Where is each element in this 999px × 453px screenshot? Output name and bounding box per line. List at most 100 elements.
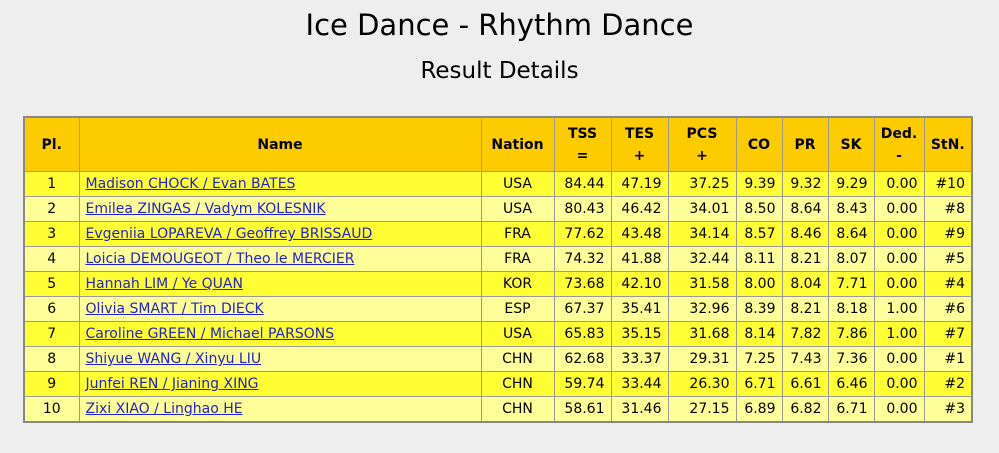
cell-co: 6.71: [735, 371, 783, 397]
skater-name-link[interactable]: Loicia DEMOUGEOT / Theo le MERCIER: [85, 251, 355, 267]
cell-name: Caroline GREEN / Michael PARSONS: [78, 321, 482, 347]
cell-name: Hannah LIM / Ye QUAN: [78, 271, 482, 297]
table-row: 2 Emilea ZINGAS / Vadym KOLESNIK USA 80.43 4…: [23, 196, 973, 222]
cell-deductions: 0.00: [873, 371, 925, 397]
cell-pcs: 37.25: [667, 171, 737, 197]
col-header-tss-operator: =: [576, 147, 589, 164]
cell-start-number: #9: [923, 221, 973, 247]
cell-deductions: 1.00: [873, 296, 925, 322]
cell-tss: 58.61: [553, 396, 612, 423]
results-table: Pl. Name Nation TSS = TES + PCS + CO PR …: [23, 116, 973, 423]
cell-pr: 8.21: [781, 246, 829, 272]
table-row: 3 Evgeniia LOPAREVA / Geoffrey BRISSAUD FR…: [23, 221, 973, 247]
cell-nation: KOR: [480, 271, 555, 297]
cell-sk: 7.86: [827, 321, 875, 347]
cell-pr: 8.64: [781, 196, 829, 222]
skater-name-link[interactable]: Caroline GREEN / Michael PARSONS: [85, 326, 335, 342]
skater-name-link[interactable]: Zixi XIAO / Linghao HE: [85, 401, 243, 417]
cell-tss: 65.83: [553, 321, 612, 347]
cell-pr: 7.43: [781, 346, 829, 372]
cell-tss: 73.68: [553, 271, 612, 297]
cell-start-number: #2: [923, 371, 973, 397]
cell-sk: 6.71: [827, 396, 875, 423]
cell-start-number: #4: [923, 271, 973, 297]
cell-name: Junfei REN / Jianing XING: [78, 371, 482, 397]
cell-pcs: 27.15: [667, 396, 737, 423]
table-row: 7 Caroline GREEN / Michael PARSONS USA 65.8…: [23, 321, 973, 347]
skater-name-link[interactable]: Emilea ZINGAS / Vadym KOLESNIK: [85, 201, 326, 217]
col-header-tss-label: TSS: [567, 125, 598, 142]
cell-tss: 59.74: [553, 371, 612, 397]
cell-co: 8.50: [735, 196, 783, 222]
cell-name: Evgeniia LOPAREVA / Geoffrey BRISSAUD: [78, 221, 482, 247]
page-subtitle: Result Details: [420, 58, 579, 84]
cell-place: 5: [23, 271, 80, 297]
col-header-tss: TSS =: [553, 116, 612, 172]
cell-sk: 8.07: [827, 246, 875, 272]
cell-deductions: 0.00: [873, 396, 925, 423]
cell-pcs: 34.14: [667, 221, 737, 247]
col-header-nation: Nation: [480, 116, 555, 172]
cell-name: Olivia SMART / Tim DIECK: [78, 296, 482, 322]
cell-tes: 43.48: [610, 221, 669, 247]
cell-tes: 35.41: [610, 296, 669, 322]
cell-pcs: 32.96: [667, 296, 737, 322]
cell-tss: 67.37: [553, 296, 612, 322]
col-header-start-number: StN.: [923, 116, 973, 172]
cell-deductions: 0.00: [873, 171, 925, 197]
col-header-ded-operator: -: [896, 147, 902, 164]
table-header-row: Pl. Name Nation TSS = TES + PCS + CO PR …: [23, 116, 973, 172]
cell-co: 8.14: [735, 321, 783, 347]
skater-name-link[interactable]: Evgeniia LOPAREVA / Geoffrey BRISSAUD: [85, 226, 373, 242]
results-table-body: 1 Madison CHOCK / Evan BATES USA 84.44 47.19…: [23, 171, 973, 423]
cell-co: 8.11: [735, 246, 783, 272]
cell-pcs: 34.01: [667, 196, 737, 222]
cell-pr: 8.21: [781, 296, 829, 322]
cell-nation: CHN: [480, 396, 555, 423]
col-header-tes: TES +: [610, 116, 669, 172]
skater-name-link[interactable]: Olivia SMART / Tim DIECK: [85, 301, 264, 317]
col-header-pcs: PCS +: [667, 116, 737, 172]
cell-nation: USA: [480, 196, 555, 222]
cell-tes: 46.42: [610, 196, 669, 222]
table-row: 4 Loicia DEMOUGEOT / Theo le MERCIER FRA 74…: [23, 246, 973, 272]
cell-pcs: 29.31: [667, 346, 737, 372]
cell-pr: 8.04: [781, 271, 829, 297]
cell-nation: USA: [480, 321, 555, 347]
cell-pr: 6.61: [781, 371, 829, 397]
cell-pcs: 31.58: [667, 271, 737, 297]
cell-pr: 6.82: [781, 396, 829, 423]
cell-nation: CHN: [480, 371, 555, 397]
cell-place: 10: [23, 396, 80, 423]
skater-name-link[interactable]: Hannah LIM / Ye QUAN: [85, 276, 243, 292]
cell-sk: 9.29: [827, 171, 875, 197]
col-header-pcs-operator: +: [696, 147, 708, 164]
col-header-sk: SK: [827, 116, 875, 172]
col-header-deductions: Ded. -: [873, 116, 925, 172]
cell-name: Madison CHOCK / Evan BATES: [78, 171, 482, 197]
skater-name-link[interactable]: Madison CHOCK / Evan BATES: [85, 176, 296, 192]
cell-start-number: #1: [923, 346, 973, 372]
cell-deductions: 0.00: [873, 346, 925, 372]
cell-pcs: 26.30: [667, 371, 737, 397]
cell-sk: 8.64: [827, 221, 875, 247]
cell-pcs: 32.44: [667, 246, 737, 272]
cell-pr: 9.32: [781, 171, 829, 197]
cell-name: Shiyue WANG / Xinyu LIU: [78, 346, 482, 372]
table-row: 8 Shiyue WANG / Xinyu LIU CHN 62.68 33.37 29.…: [23, 346, 973, 372]
cell-place: 4: [23, 246, 80, 272]
cell-co: 8.00: [735, 271, 783, 297]
col-header-name: Name: [78, 116, 482, 172]
cell-tes: 41.88: [610, 246, 669, 272]
cell-deductions: 0.00: [873, 221, 925, 247]
skater-name-link[interactable]: Junfei REN / Jianing XING: [85, 376, 259, 392]
cell-start-number: #5: [923, 246, 973, 272]
cell-co: 6.89: [735, 396, 783, 423]
cell-sk: 8.18: [827, 296, 875, 322]
cell-tss: 62.68: [553, 346, 612, 372]
cell-tss: 80.43: [553, 196, 612, 222]
table-row: 1 Madison CHOCK / Evan BATES USA 84.44 47.19…: [23, 171, 973, 197]
skater-name-link[interactable]: Shiyue WANG / Xinyu LIU: [85, 351, 262, 367]
cell-tss: 74.32: [553, 246, 612, 272]
results-table-container: Pl. Name Nation TSS = TES + PCS + CO PR …: [23, 116, 973, 423]
